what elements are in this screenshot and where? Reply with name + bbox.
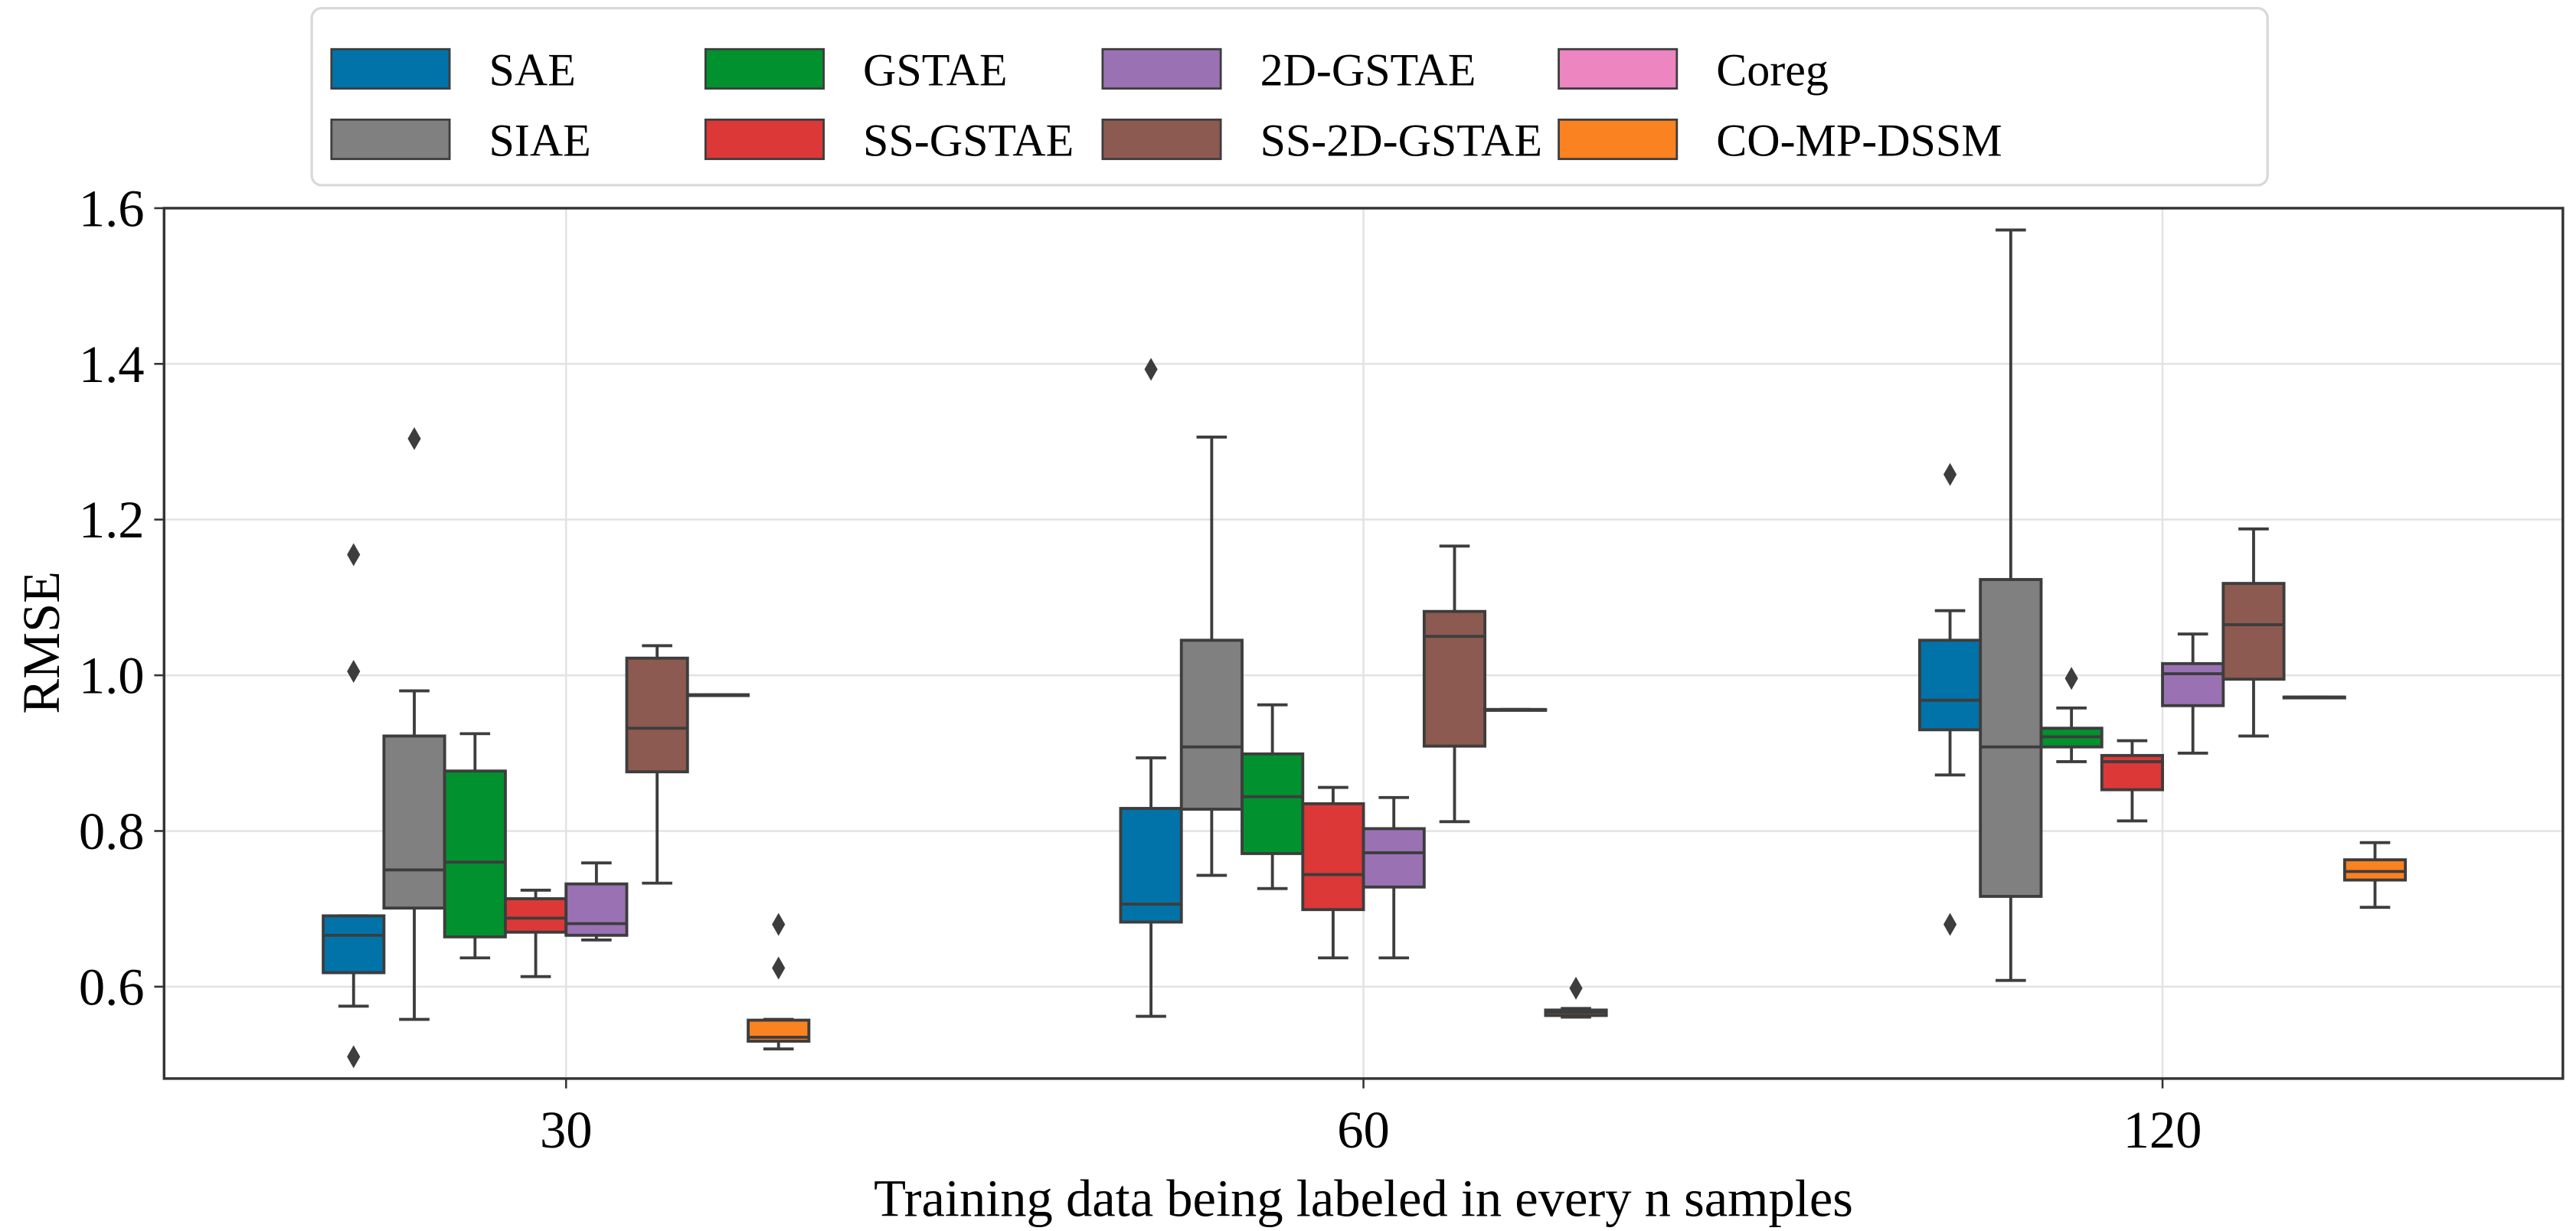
box-siae-30 — [382, 426, 446, 1021]
box-2d-gstae-30 — [564, 861, 629, 942]
y-tick-label: 1.0 — [79, 647, 145, 705]
iqr-box — [1979, 578, 2043, 898]
legend-item: SAE — [330, 44, 576, 95]
box-ss-2d-gstae-30 — [625, 644, 689, 885]
outlier-point — [347, 543, 361, 567]
legend-item: SS-GSTAE — [704, 115, 1074, 165]
box-siae-60 — [1179, 435, 1244, 877]
y-tick-label: 1.4 — [79, 335, 145, 393]
box-gstae-120 — [2039, 667, 2104, 763]
iqr-box — [322, 914, 386, 975]
box-ss-gstae-30 — [504, 888, 568, 978]
box-sae-120 — [1918, 462, 1983, 936]
iqr-box — [2342, 858, 2408, 882]
legend: SAE SIAE GSTAE SS-GSTAE 2D-GSTAE SS-2D-GSTAE C… — [310, 7, 2269, 187]
iqr-box — [504, 897, 568, 934]
outlier-point — [772, 956, 786, 980]
box-siae-120 — [1979, 228, 2043, 982]
box-ss-2d-gstae-60 — [1422, 544, 1487, 824]
box-co-mp-dssm-60 — [1544, 976, 1608, 1019]
iqr-box — [382, 734, 446, 910]
legend-swatch — [1558, 47, 1679, 90]
x-tick-label: 120 — [2123, 1101, 2202, 1159]
legend-label: GSTAE — [863, 44, 1008, 95]
legend-label: Coreg — [1716, 44, 1829, 95]
legend-item: Coreg — [1558, 44, 1829, 95]
y-tick-label: 0.6 — [79, 958, 145, 1016]
legend-swatch — [330, 47, 451, 90]
legend-swatch — [1101, 118, 1222, 161]
legend-label: SIAE — [489, 115, 591, 165]
iqr-box — [443, 769, 507, 939]
box-ss-gstae-60 — [1301, 785, 1365, 960]
legend-item: SIAE — [330, 115, 591, 165]
legend-swatch — [1101, 47, 1222, 90]
legend-label: SS-2D-GSTAE — [1260, 115, 1543, 165]
iqr-box — [2221, 582, 2286, 681]
iqr-box — [1362, 827, 1426, 889]
iqr-box — [2161, 661, 2225, 707]
outlier-point — [1569, 976, 1583, 1000]
box-co-mp-dssm-120 — [2342, 841, 2408, 909]
outlier-point — [1943, 913, 1957, 936]
y-axis-ticks: 0.6 0.8 1.0 1.2 1.4 1.6 — [79, 179, 165, 1016]
legend-swatch — [330, 118, 451, 161]
box-coreg-30 — [685, 693, 750, 697]
outlier-point — [347, 1045, 361, 1069]
outlier-point — [407, 426, 421, 450]
iqr-box — [625, 656, 689, 774]
box-2d-gstae-60 — [1362, 795, 1426, 960]
x-axis-ticks: 30 60 120 — [540, 1078, 2202, 1159]
box-co-mp-dssm-30 — [747, 913, 811, 1051]
legend-label: 2D-GSTAE — [1260, 44, 1476, 95]
box-gstae-30 — [443, 732, 507, 960]
y-axis-label: RMSE — [12, 571, 70, 714]
outlier-point — [347, 660, 361, 683]
outlier-point — [772, 913, 786, 936]
legend-swatch — [704, 118, 825, 161]
legend-label: SAE — [489, 44, 576, 95]
iqr-box — [564, 882, 629, 937]
legend-swatch — [704, 47, 825, 90]
legend-item: SS-2D-GSTAE — [1101, 115, 1543, 165]
iqr-box — [1179, 638, 1244, 811]
x-tick-label: 30 — [540, 1101, 593, 1159]
outlier-point — [2064, 667, 2078, 691]
box-gstae-60 — [1241, 703, 1305, 890]
legend-item: CO-MP-DSSM — [1558, 115, 2002, 165]
y-tick-label: 1.6 — [79, 179, 145, 237]
y-tick-label: 1.2 — [79, 491, 145, 549]
y-tick-label: 0.8 — [79, 802, 145, 860]
legend-label: CO-MP-DSSM — [1716, 115, 2002, 165]
legend-swatch — [1558, 118, 1679, 161]
box-sae-60 — [1119, 358, 1183, 1018]
x-tick-label: 60 — [1337, 1101, 1390, 1159]
box-sae-30 — [322, 543, 386, 1069]
box-2d-gstae-120 — [2161, 632, 2225, 755]
legend-label: SS-GSTAE — [863, 115, 1074, 165]
outlier-point — [1943, 462, 1957, 486]
legend-item: GSTAE — [704, 44, 1008, 95]
iqr-box — [1918, 638, 1983, 732]
box-marks — [322, 228, 2408, 1069]
iqr-box — [1422, 609, 1487, 748]
iqr-box — [1301, 802, 1365, 912]
legend-item: 2D-GSTAE — [1101, 44, 1476, 95]
grid-lines — [164, 207, 2563, 1079]
box-ss-gstae-120 — [2100, 739, 2164, 823]
outlier-point — [1144, 358, 1158, 381]
box-ss-2d-gstae-120 — [2221, 527, 2286, 738]
x-axis-label: Training data being labeled in every n s… — [874, 1170, 1853, 1228]
iqr-box — [1241, 752, 1305, 855]
box-coreg-120 — [2282, 695, 2346, 700]
